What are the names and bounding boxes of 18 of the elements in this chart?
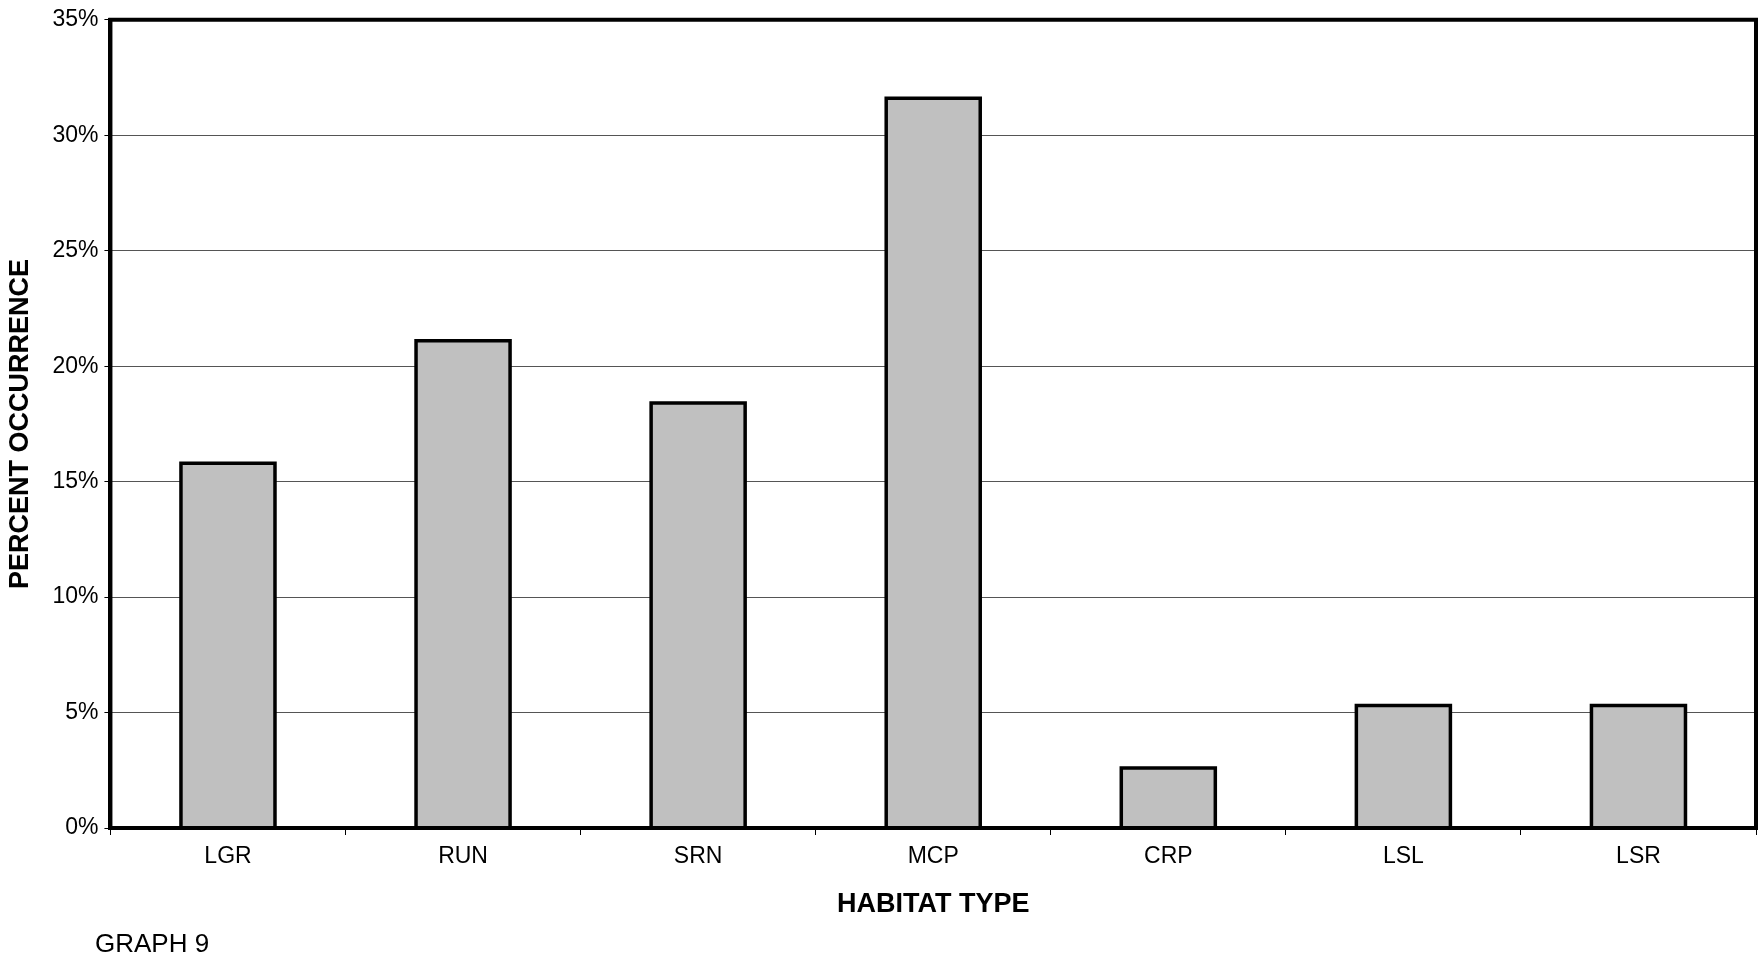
y-tick-label: 10% [52,582,99,609]
x-tick-label: LSR [1616,842,1661,869]
y-tick-label: 0% [65,813,99,840]
caption: GRAPH 9 [95,928,210,959]
y-tick-label: 25% [52,236,99,263]
y-tick-label: 5% [65,697,99,724]
x-tick-label: CRP [1144,842,1193,869]
y-tick-label: 30% [52,120,99,147]
x-tick-label: MCP [907,842,959,869]
y-tick-label: 15% [52,466,99,493]
x-tick-label: LSL [1382,842,1425,869]
x-tick-label: LGR [204,842,252,869]
y-axis-title: PERCENT OCCURRENCE [3,258,34,589]
x-tick-label: RUN [438,842,488,869]
y-tick-label: 35% [52,5,99,32]
x-axis-title: HABITAT TYPE [836,888,1030,919]
y-tick-label: 20% [52,351,99,378]
x-tick-label: SRN [673,842,723,869]
